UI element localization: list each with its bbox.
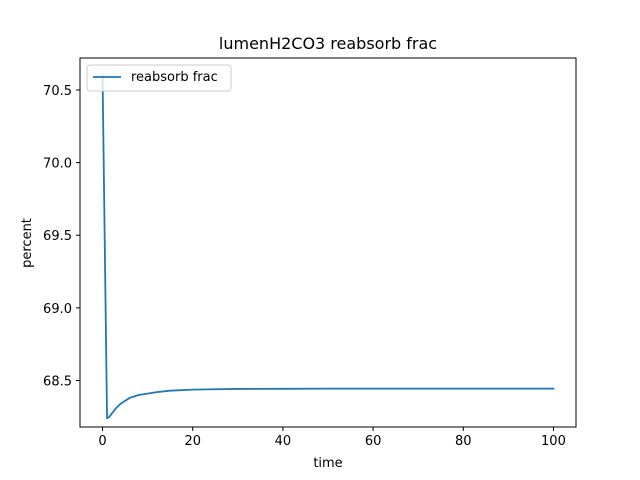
y-tick-label: 70.5 xyxy=(43,84,72,99)
x-tick-label: 0 xyxy=(98,434,106,449)
y-tick-label: 69.0 xyxy=(43,302,72,317)
x-tick-label: 20 xyxy=(184,434,201,449)
x-axis-ticks: 0 20 40 60 80 100 xyxy=(98,427,566,449)
legend: reabsorb frac xyxy=(86,64,232,92)
x-tick-label: 100 xyxy=(541,434,566,449)
legend-box xyxy=(86,64,232,92)
y-axis-label: percent xyxy=(20,218,35,268)
series-line-0 xyxy=(101,74,555,420)
y-tick-label: 68.5 xyxy=(43,375,72,390)
chart-title: lumenH2CO3 reabsorb frac xyxy=(219,34,437,53)
series-layer xyxy=(101,74,555,420)
x-tick-label: 40 xyxy=(275,434,292,449)
legend-label: reabsorb frac xyxy=(131,70,218,85)
y-axis-ticks: 68.5 69.0 69.5 70.0 70.5 xyxy=(43,84,80,390)
axes-frame xyxy=(79,57,577,428)
y-tick-label: 70.0 xyxy=(43,157,72,172)
plot-area xyxy=(79,57,577,428)
y-tick-label: 69.5 xyxy=(43,229,72,244)
x-axis-label: time xyxy=(313,456,342,471)
x-tick-label: 80 xyxy=(455,434,472,449)
x-tick-label: 60 xyxy=(365,434,382,449)
